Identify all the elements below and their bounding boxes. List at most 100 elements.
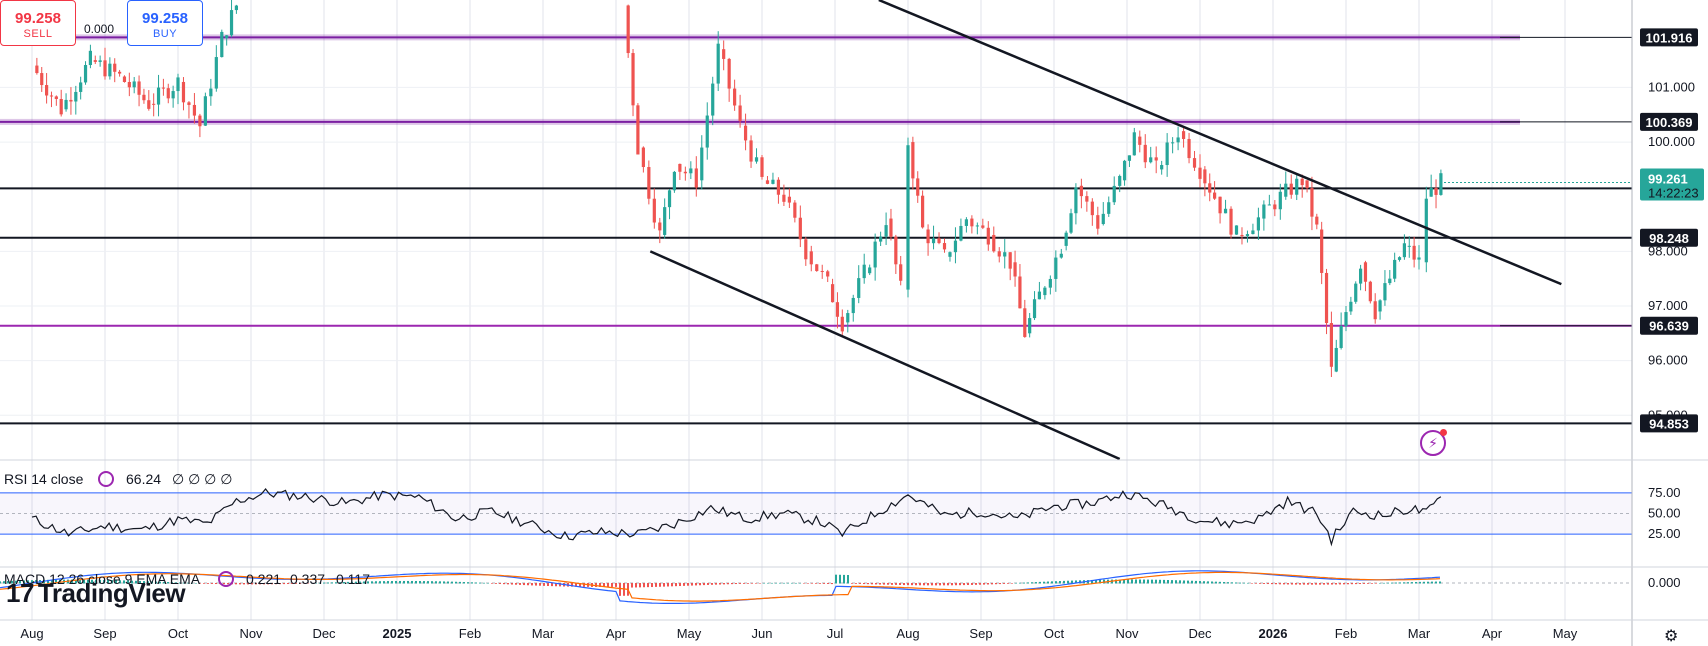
- macd-histogram-bar: [675, 583, 677, 587]
- sell-button[interactable]: 99.258 SELL: [0, 0, 76, 46]
- candle-body: [1344, 312, 1348, 327]
- price-tick-label: 101.000: [1648, 79, 1695, 94]
- month-tick-label: Dec: [312, 626, 336, 641]
- month-tick-label: May: [677, 626, 702, 641]
- macd-histogram-bar: [407, 580, 409, 584]
- candle-body: [658, 222, 662, 231]
- candle-body: [1090, 201, 1094, 216]
- trendlines[interactable]: [649, 0, 1562, 461]
- macd-histogram-bar: [735, 583, 737, 585]
- macd-histogram-bar: [531, 583, 533, 586]
- macd-histogram-bar: [483, 582, 485, 584]
- macd-histogram-bar: [1051, 581, 1053, 584]
- lightning-alert-icon[interactable]: ⚡: [1420, 429, 1447, 456]
- macd-histogram-bar: [951, 583, 953, 586]
- macd-histogram-bar: [963, 583, 965, 586]
- candle-body: [959, 225, 963, 241]
- macd-histogram-bar: [1295, 583, 1297, 585]
- macd-histogram-bar: [291, 583, 293, 584]
- macd-histogram-bar: [131, 580, 133, 584]
- tradingview-logo[interactable]: 17 TradingView: [6, 578, 186, 609]
- macd-histogram-bar: [1047, 581, 1049, 584]
- candle-body: [911, 142, 915, 179]
- candle-body: [45, 85, 49, 96]
- candle-body: [846, 313, 850, 323]
- macd-histogram-bar: [3, 581, 5, 584]
- macd-histogram-bar: [1363, 583, 1365, 584]
- candle-body: [1118, 175, 1122, 186]
- rsi-pane[interactable]: 75.00 50.00 25.00 RSI 14 close 66.24 ∅ ∅ ∅ ∅: [0, 471, 1681, 547]
- candle-body: [652, 198, 656, 223]
- candle-body: [636, 105, 640, 155]
- macd-histogram-bar: [455, 581, 457, 584]
- candle-body: [1028, 318, 1032, 334]
- settings-gear-icon[interactable]: ⚙: [1664, 628, 1679, 645]
- macd-histogram-bar: [1015, 582, 1017, 584]
- macd-histogram-bar: [1119, 579, 1121, 584]
- macd-histogram-bar: [1027, 582, 1029, 584]
- candle-body: [835, 302, 840, 317]
- candle-body: [1079, 185, 1083, 197]
- macd-label: MACD 12 26 close 9 EMA EMA: [4, 571, 201, 587]
- rsi-nan-values: ∅ ∅ ∅ ∅: [172, 471, 232, 487]
- macd-histogram-bar: [695, 583, 697, 586]
- macd-histogram-bar: [815, 583, 817, 584]
- macd-pane[interactable]: 0.000 MACD 12 26 close 9 EMA EMA 0.221 0.33…: [0, 570, 1681, 604]
- price-tick-label: 96.000: [1648, 353, 1688, 368]
- buy-button[interactable]: 99.258 BUY: [127, 0, 203, 46]
- macd-histogram-bar: [507, 583, 509, 585]
- candle-body: [862, 264, 866, 279]
- candle-body: [1295, 178, 1299, 195]
- candle-body: [689, 168, 693, 174]
- month-tick-label: Jun: [752, 626, 773, 641]
- macd-histogram-bar: [1099, 579, 1101, 584]
- horizontal-levels[interactable]: [0, 34, 1632, 425]
- candle-body: [152, 103, 156, 105]
- candle-body: [1013, 262, 1017, 277]
- candle-body: [626, 5, 630, 54]
- candle-body: [93, 60, 97, 62]
- macd-histogram-bar: [995, 583, 997, 585]
- candle-body: [1198, 167, 1202, 179]
- macd-histogram-bar: [371, 581, 373, 584]
- macd-histogram-bar: [1279, 583, 1281, 585]
- candle-body: [931, 238, 936, 244]
- candle-body: [1368, 281, 1372, 302]
- candle-body: [1240, 234, 1244, 237]
- rsi-value: 66.24: [126, 471, 161, 487]
- candle-body: [815, 264, 819, 271]
- candle-body: [1054, 257, 1058, 279]
- macd-histogram-bar: [1271, 583, 1273, 585]
- candle-body: [1383, 283, 1387, 301]
- macd-histogram-bar: [1439, 581, 1441, 584]
- candle-body: [804, 239, 808, 260]
- macd-histogram-bar: [1199, 581, 1201, 584]
- candle-body: [181, 81, 186, 103]
- macd-histogram-bar: [551, 583, 553, 587]
- candle-body: [171, 91, 175, 99]
- spread-value: 0.000: [84, 22, 115, 36]
- macd-histogram-bar: [579, 583, 581, 587]
- macd-histogram-bar: [331, 582, 333, 584]
- macd-histogram-bar: [79, 579, 81, 584]
- macd-histogram-bar: [23, 580, 25, 584]
- macd-histogram-bar: [607, 583, 609, 587]
- price-tick-label: 98.000: [1648, 243, 1688, 258]
- macd-histogram-bar: [467, 582, 469, 584]
- macd-histogram-bar: [1167, 579, 1169, 584]
- sell-price: 99.258: [15, 10, 61, 27]
- macd-histogram-bar: [187, 582, 189, 584]
- macd-histogram-bar: [767, 582, 769, 584]
- candle-body: [743, 125, 748, 141]
- macd-histogram-bar: [283, 583, 285, 585]
- candle-body: [187, 102, 191, 105]
- candle-body: [54, 96, 58, 99]
- month-tick-label: May: [1553, 626, 1578, 641]
- candle-body: [142, 94, 146, 101]
- macd-histogram-bar: [1311, 583, 1313, 585]
- macd-histogram-bar: [183, 582, 185, 584]
- candle-body: [229, 10, 234, 36]
- macd-histogram-bar: [287, 583, 289, 585]
- macd-histogram-bar: [1379, 582, 1381, 584]
